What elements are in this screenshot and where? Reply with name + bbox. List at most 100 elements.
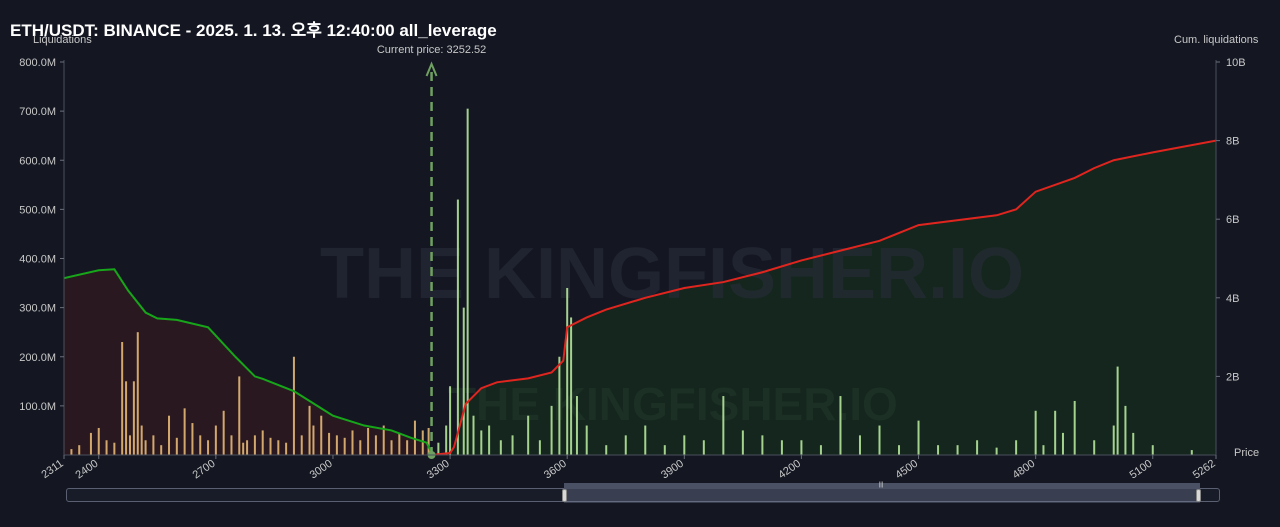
long-liq-bar [121,342,124,455]
short-liq-bar [527,415,530,455]
short-liq-bar [1116,366,1119,455]
short-liq-bar [937,445,940,455]
x-tick-label: 4500 [893,458,920,482]
short-liq-bar [1015,440,1018,455]
x-tick-label: 3600 [542,458,569,482]
long-liq-bar [277,440,280,455]
long-liq-bar [97,427,100,455]
long-liq-bar [128,435,131,455]
short-liq-bar [538,440,541,455]
long-liq-bar [328,432,331,455]
long-cum-area [64,269,432,455]
long-liq-bar [343,437,346,455]
short-liq-bar [644,425,647,455]
long-liq-bar [113,442,116,455]
long-liq-bar [253,435,256,455]
long-liq-bar [222,410,225,455]
long-liq-bar [238,376,241,455]
x-tick-label: 3300 [425,458,452,482]
short-liq-bar [624,435,627,455]
long-liq-bar [168,415,171,455]
short-liq-bar [839,396,842,455]
short-liq-bar [1061,432,1064,455]
short-liq-bar [1132,432,1135,455]
x-tick-label: 2400 [74,458,101,482]
long-liq-bar [78,445,81,455]
long-liq-bar [246,440,249,455]
left-y-tick-label: 300.0M [19,303,56,315]
range-slider-right-handle[interactable] [1196,489,1201,502]
long-liq-bar [359,440,362,455]
short-liq-bar [570,317,573,455]
short-liq-bar [1042,445,1045,455]
x-tick-label: 4200 [776,458,803,482]
short-liq-bar [605,445,608,455]
short-liq-bar [511,435,514,455]
left-y-tick-label: 100.0M [19,401,56,413]
short-liq-bar [780,440,783,455]
short-liq-bar [466,108,469,455]
short-liq-bar [663,445,666,455]
left-y-tick-label: 500.0M [19,204,56,216]
long-liq-bar [132,381,135,455]
short-liq-bar [1151,445,1154,455]
long-liq-bar [152,435,155,455]
long-liq-bar [269,437,272,455]
short-liq-bar [683,435,686,455]
long-liq-bar [406,440,409,455]
short-liq-bar [585,425,588,455]
range-slider-left-handle[interactable] [562,489,567,502]
long-liq-bar [398,432,401,455]
short-liq-bar [898,445,901,455]
long-liq-bar [335,435,338,455]
long-liq-bar [312,425,315,455]
short-cum-line [431,139,1216,456]
long-liq-bar [427,427,430,455]
short-liq-bar [1054,410,1057,455]
long-liq-bar [413,420,416,455]
long-liq-bar [140,425,143,455]
short-liq-bar [761,435,764,455]
long-liq-bar [199,435,202,455]
short-liq-bar [437,442,440,455]
long-liq-bar [351,430,354,455]
short-liq-bar [445,425,448,455]
short-liq-bar [456,199,459,455]
long-liq-bar [390,440,393,455]
right-y-tick-label: 2B [1226,371,1239,383]
x-tick-label: 3000 [308,458,335,482]
short-liq-bar [558,356,561,455]
long-liq-bar [191,423,194,455]
short-liq-bar [1190,450,1193,455]
long-liq-bar [136,332,139,455]
short-liq-bar [462,307,465,455]
x-tick-label: 5100 [1128,458,1155,482]
long-liq-bar [125,381,128,455]
long-liq-bar [207,440,210,455]
range-slider-grip-icon[interactable]: ||| [878,482,884,488]
short-liq-bar [995,447,998,455]
long-liq-bar [285,442,288,455]
long-cum-line [64,268,433,453]
long-liq-bar [242,442,245,455]
right-y-tick-label: 6B [1226,214,1239,226]
long-liq-bar [214,425,217,455]
short-liq-bar [472,415,475,455]
short-liq-bar [480,430,483,455]
short-liq-bar [956,445,959,455]
x-tick-label: 2311 [39,458,65,481]
short-liq-bar [1112,425,1115,455]
short-liq-bar [917,420,920,455]
range-slider-window[interactable] [564,483,1200,503]
short-liq-bar [858,435,861,455]
x-tick-label: 5262 [1191,458,1218,482]
short-liq-bar [722,396,725,455]
short-liq-bar [878,425,881,455]
short-liq-bar [550,405,553,455]
short-liq-bar [566,287,569,455]
short-liq-bar [702,440,705,455]
current-price-label: Current price: 3252.52 [377,44,486,56]
short-liq-bar [1073,400,1076,455]
short-liq-bar [800,440,803,455]
